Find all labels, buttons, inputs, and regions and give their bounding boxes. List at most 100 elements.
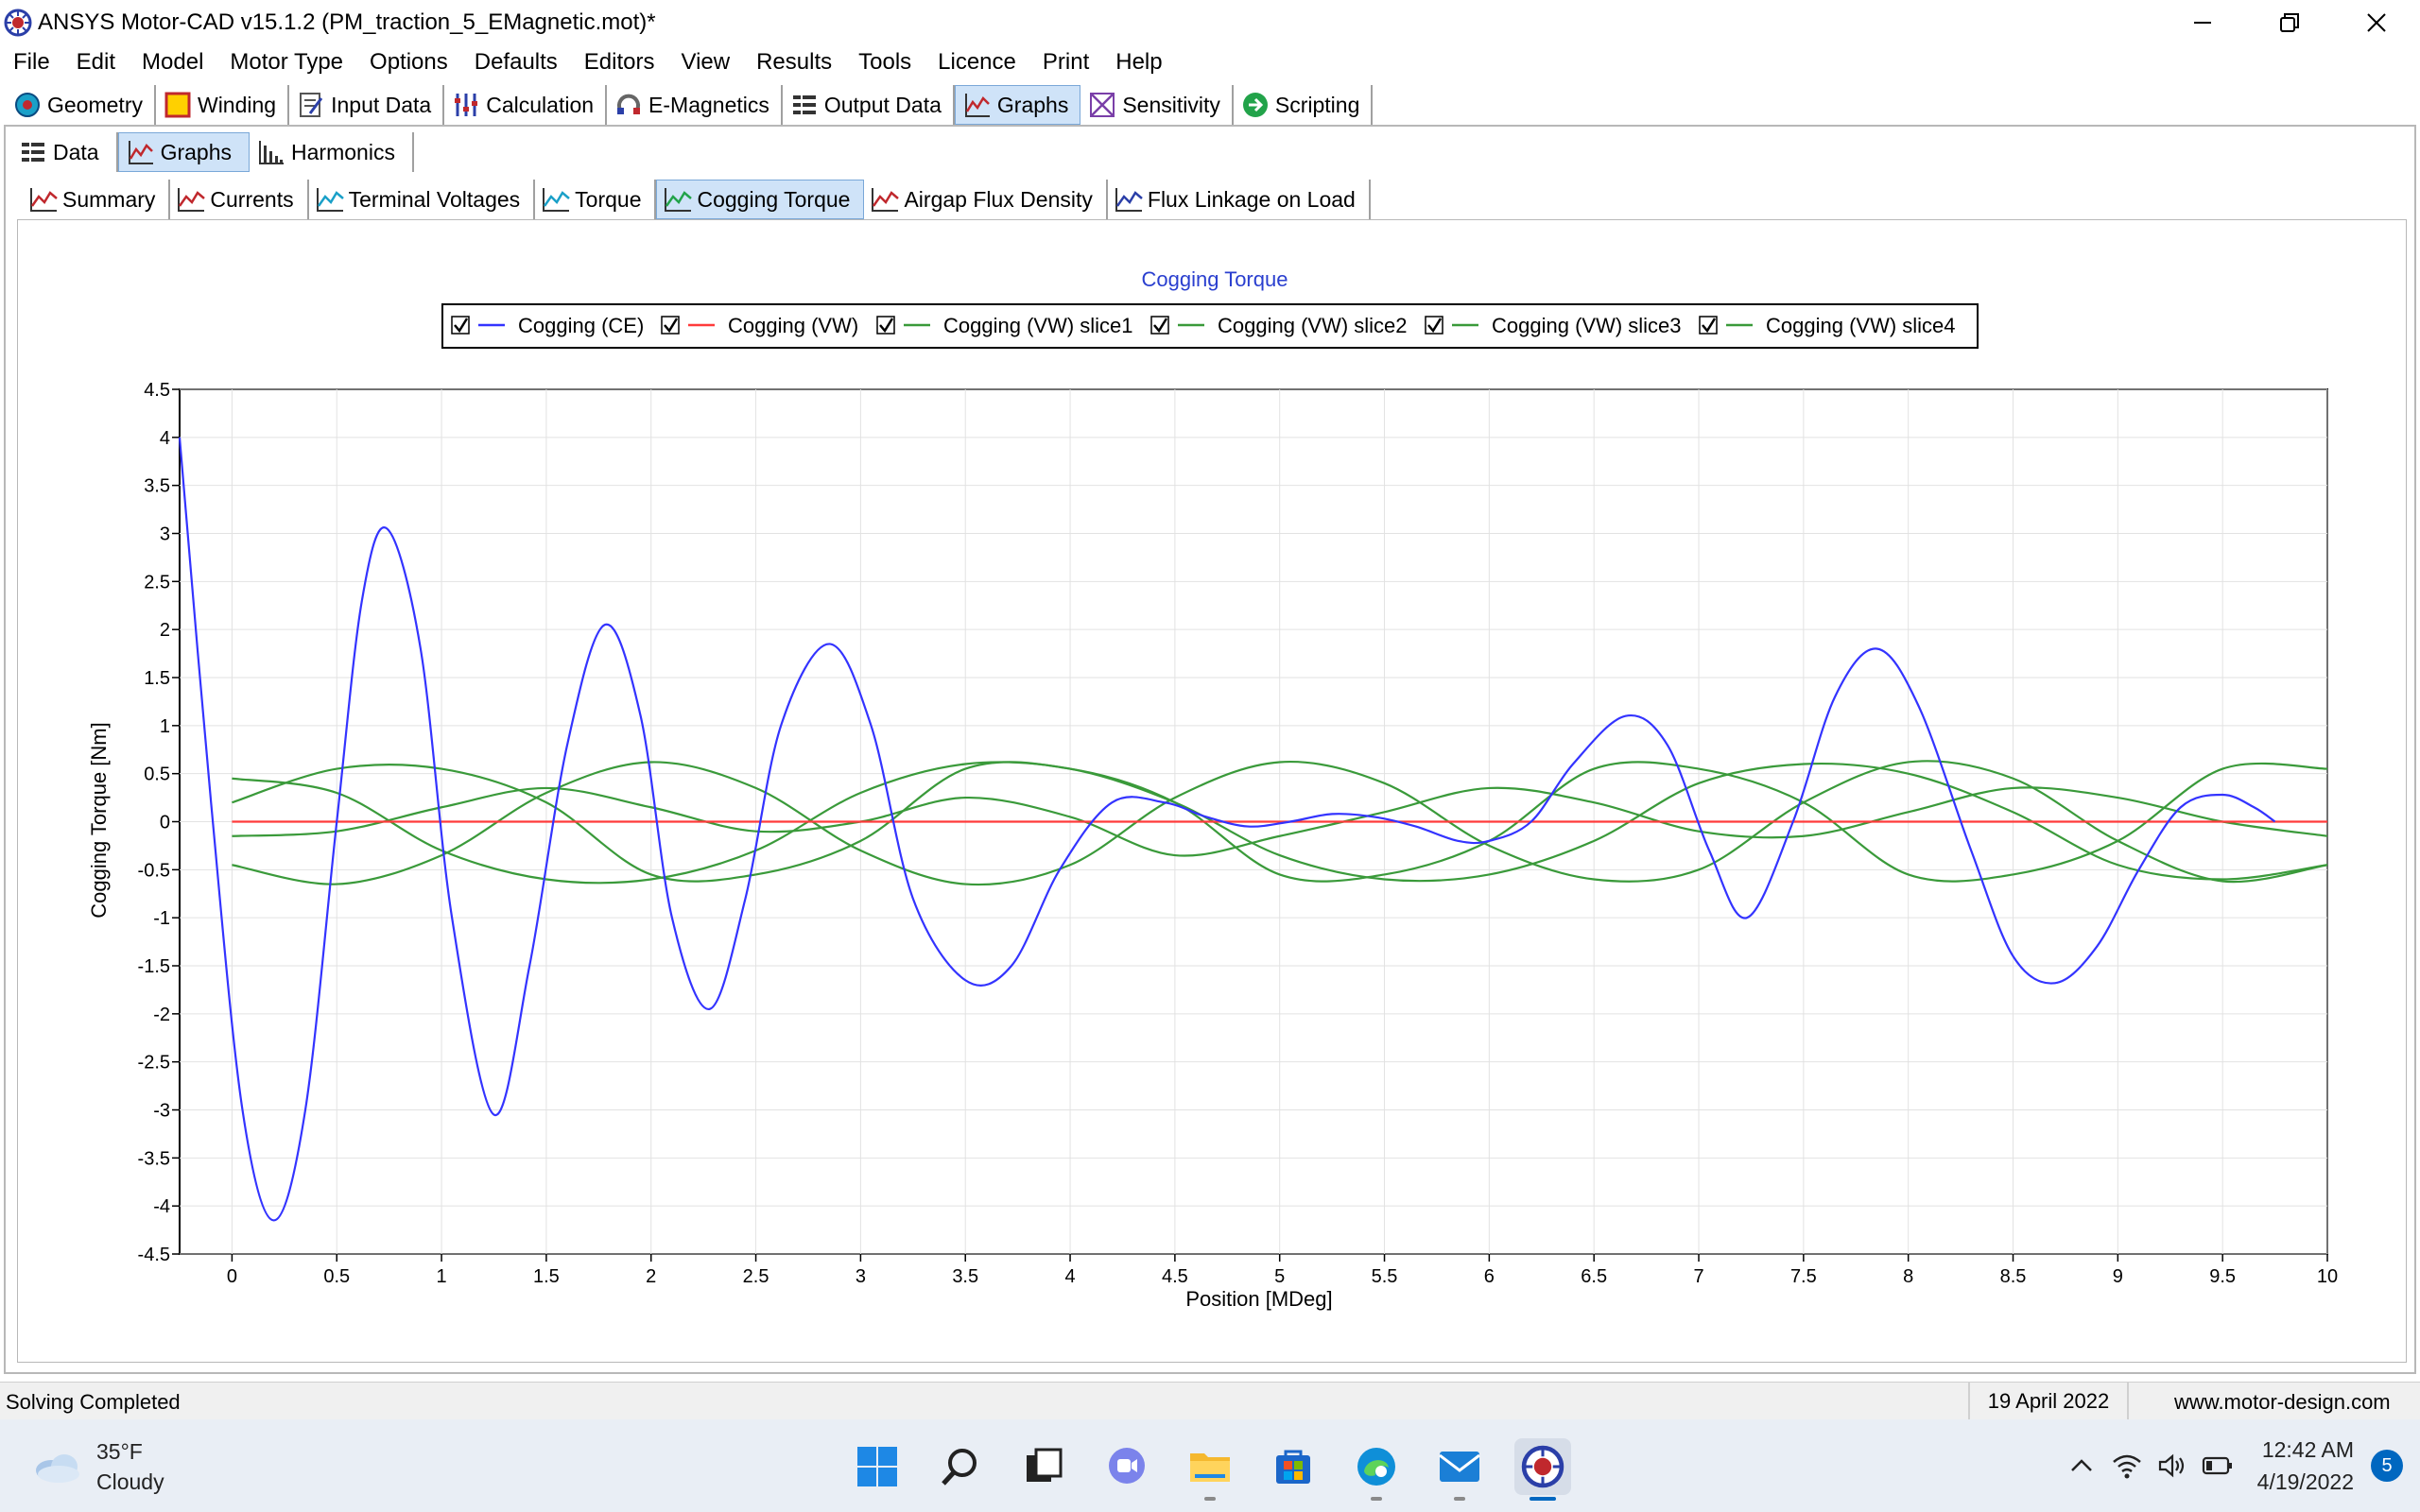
checkmark-icon (454, 318, 469, 334)
motor-cad-app-icon (1521, 1445, 1564, 1488)
x-tick-labels: 0 0.5 1 1.5 2 2.5 3 3.5 4 4.5 5 5.5 6 6.5 7 7.5 8 8.5 9 9.5… (227, 1266, 2338, 1287)
line-graph-icon (315, 185, 345, 214)
tab-geometry[interactable]: Geometry (6, 85, 156, 125)
y-tick-label: -3 (153, 1101, 170, 1122)
status-text: Solving Completed (6, 1390, 181, 1414)
taskbar-task-view[interactable] (1015, 1438, 1072, 1495)
series-line-3 (232, 761, 2328, 885)
close-button[interactable] (2333, 0, 2420, 45)
cogging-torque-chart[interactable]: Cogging Torque Cogging (CE) Cogging (VW) C… (0, 0, 2420, 1380)
taskbar-edge[interactable] (1348, 1438, 1405, 1501)
menu-editors[interactable]: Editors (583, 49, 655, 75)
motor-cad-app-icon (4, 9, 32, 37)
taskbar-mail[interactable] (1431, 1438, 1488, 1501)
legend-label: Cogging (VW) (728, 314, 858, 337)
taskbar-store[interactable] (1265, 1438, 1322, 1495)
restore-icon (2280, 13, 2299, 32)
menu-help[interactable]: Help (1115, 49, 1163, 75)
tab-input-data[interactable]: Input Data (289, 85, 445, 125)
tab-scripting[interactable]: Scripting (1233, 85, 1374, 125)
series-lines (178, 437, 2328, 1222)
output-data-icon (790, 91, 819, 119)
graph-tab-cogging-torque[interactable]: Cogging Torque (656, 180, 865, 219)
subtab-data[interactable]: Data (11, 132, 118, 172)
tray-wifi[interactable] (2106, 1445, 2148, 1486)
clock[interactable]: 12:42 AM 4/19/2022 (2257, 1434, 2354, 1498)
tray-volume[interactable] (2152, 1445, 2193, 1486)
x-tick-label: 0 (227, 1266, 237, 1287)
tab-graphs[interactable]: Graphs (954, 85, 1081, 125)
mail-icon (1439, 1452, 1480, 1482)
menu-options[interactable]: Options (370, 49, 448, 75)
x-tick-label: 9 (2113, 1266, 2123, 1287)
subtab-harmonics[interactable]: Harmonics (250, 132, 414, 172)
graph-tab-flux-linkage-on-load[interactable]: Flux Linkage on Load (1107, 180, 1371, 219)
tab-calculation[interactable]: Calculation (444, 85, 608, 125)
tab-emagnetics[interactable]: E-Magnetics (607, 85, 783, 125)
menu-view[interactable]: View (681, 49, 731, 75)
graph-tab-terminal-voltages[interactable]: Terminal Voltages (308, 180, 536, 219)
menu-defaults[interactable]: Defaults (474, 49, 558, 75)
menu-edit[interactable]: Edit (76, 49, 116, 75)
graph-tab-torque[interactable]: Torque (535, 180, 657, 219)
chevron-up-icon (2070, 1459, 2092, 1471)
series-line-5 (232, 786, 2328, 857)
menu-motor-type[interactable]: Motor Type (230, 49, 344, 75)
tab-winding[interactable]: Winding (155, 85, 290, 125)
menu-file[interactable]: File (13, 49, 50, 75)
menu-print[interactable]: Print (1042, 49, 1090, 75)
line-graph-icon (28, 185, 59, 214)
taskbar-motor-cad[interactable] (1514, 1438, 1571, 1501)
system-tray: 12:42 AM 4/19/2022 5 (2061, 1419, 2420, 1512)
y-tick-label: 4 (160, 428, 170, 449)
running-indicator (1530, 1497, 1556, 1501)
menu-model[interactable]: Model (142, 49, 204, 75)
taskbar-search[interactable] (932, 1438, 989, 1495)
x-axis-label: Position [MDeg] (1185, 1287, 1332, 1311)
x-tick-label: 1.5 (533, 1266, 560, 1287)
sensitivity-icon (1088, 91, 1116, 119)
notification-badge[interactable]: 5 (2371, 1450, 2403, 1482)
x-tick-label: 0.5 (323, 1266, 350, 1287)
grid (172, 388, 2328, 1262)
weather-temp: 35°F (96, 1439, 143, 1464)
taskbar-teams-chat[interactable] (1098, 1438, 1155, 1495)
graph-tab-currents[interactable]: Currents (170, 180, 309, 219)
menu-bar: File Edit Model Motor Type Options Defau… (0, 45, 2420, 79)
main-toolbar: Geometry Winding Input Data Calculation … (6, 83, 1374, 125)
weather-widget[interactable]: 35°F Cloudy (32, 1436, 164, 1497)
menu-licence[interactable]: Licence (938, 49, 1016, 75)
legend-label: Cogging (VW) slice2 (1218, 314, 1408, 337)
graph-tab-airgap-flux-density[interactable]: Airgap Flux Density (864, 180, 1108, 219)
graphs-icon (963, 91, 992, 119)
start-button[interactable] (849, 1438, 906, 1495)
x-tick-label: 4 (1064, 1266, 1075, 1287)
tab-output-data[interactable]: Output Data (782, 85, 955, 125)
taskbar-file-explorer[interactable] (1182, 1438, 1238, 1501)
x-tick-label: 8.5 (2000, 1266, 2027, 1287)
legend-label: Cogging (VW) slice3 (1492, 314, 1682, 337)
menu-tools[interactable]: Tools (858, 49, 912, 75)
x-tick-label: 9.5 (2209, 1266, 2236, 1287)
y-tick-label: 0 (160, 813, 170, 833)
x-tick-label: 10 (2317, 1266, 2338, 1287)
series-line-0 (178, 437, 2276, 1222)
winding-icon (164, 91, 192, 119)
legend-label: Cogging (CE) (518, 314, 644, 337)
graph-tab-summary[interactable]: Summary (23, 180, 171, 219)
restore-button[interactable] (2246, 0, 2333, 45)
tray-battery[interactable] (2197, 1445, 2238, 1486)
minimize-button[interactable] (2159, 0, 2246, 45)
y-tick-label: 2.5 (144, 572, 170, 593)
status-url: www.motor-design.com (2174, 1390, 2391, 1414)
geometry-icon (13, 91, 42, 119)
x-tick-label: 8 (1903, 1266, 1913, 1287)
graphs-icon (127, 138, 155, 166)
tab-sensitivity[interactable]: Sensitivity (1080, 85, 1234, 125)
search-icon (942, 1449, 977, 1486)
y-tick-label: -4 (153, 1196, 170, 1217)
menu-results[interactable]: Results (756, 49, 833, 75)
tray-overflow-button[interactable] (2061, 1445, 2102, 1486)
subtab-graphs[interactable]: Graphs (117, 132, 251, 172)
weather-desc: Cloudy (96, 1469, 164, 1494)
